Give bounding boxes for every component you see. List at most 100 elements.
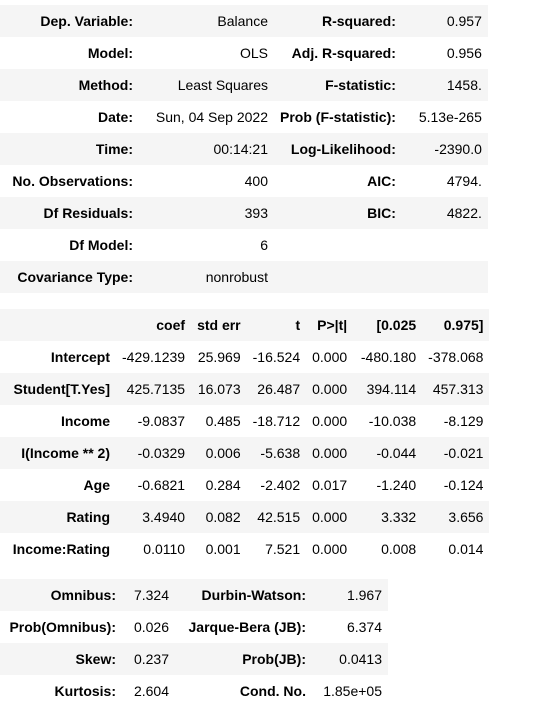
value-model: OLS <box>239 45 268 61</box>
cell-ci-upper: 0.014 <box>448 541 484 557</box>
row-label: Rating <box>66 509 110 525</box>
value-df-model: 6 <box>260 237 268 253</box>
label-method: Method: <box>78 77 133 93</box>
label-r-squared: R-squared: <box>321 13 396 29</box>
value-cond-no: 1.85e+05 <box>323 683 382 699</box>
coefficients-table: coef std err t P>|t| [0.025 0.975] Inter… <box>0 309 490 565</box>
cell-ci-lower: -480.180 <box>360 349 417 365</box>
table-header-row: coef std err t P>|t| [0.025 0.975] <box>0 309 490 341</box>
cell-std-err: 16.073 <box>197 381 241 397</box>
label-prob-f-statistic: Prob (F-statistic): <box>280 109 396 125</box>
cell-coef: -0.6821 <box>137 477 186 493</box>
value-durbin-watson: 1.967 <box>346 587 382 603</box>
header-t: t <box>295 317 301 333</box>
value-dep-variable: Balance <box>217 13 268 29</box>
label-kurtosis: Kurtosis: <box>54 683 116 699</box>
cell-p-value: 0.000 <box>312 413 348 429</box>
cell-std-err: 0.284 <box>205 477 241 493</box>
cell-t: 26.487 <box>257 381 301 397</box>
value-omnibus: 7.324 <box>133 587 169 603</box>
label-jarque-bera: Jarque-Bera (JB): <box>188 619 306 635</box>
table-row: Df Residuals: 393 BIC: 4822. <box>0 197 488 229</box>
cell-p-value: 0.000 <box>312 541 348 557</box>
value-adj-r-squared: 0.956 <box>446 45 482 61</box>
cell-ci-lower: 394.114 <box>366 381 417 397</box>
cell-ci-upper: 457.313 <box>432 381 484 397</box>
value-df-residuals: 393 <box>244 205 268 221</box>
label-model: Model: <box>87 45 133 61</box>
cell-t: -5.638 <box>260 445 301 461</box>
cell-ci-lower: 0.008 <box>381 541 417 557</box>
label-time: Time: <box>95 141 133 157</box>
label-f-statistic: F-statistic: <box>325 77 396 93</box>
cell-p-value: 0.000 <box>312 381 348 397</box>
label-cond-no: Cond. No. <box>239 683 306 699</box>
table-row: I(Income ** 2) -0.0329 0.006 -5.638 0.00… <box>0 437 490 469</box>
label-dep-variable: Dep. Variable: <box>40 13 133 29</box>
cell-ci-upper: -378.068 <box>428 349 484 365</box>
table-row: Method: Least Squares F-statistic: 1458. <box>0 69 488 101</box>
value-covariance-type: nonrobust <box>205 269 268 285</box>
table-row: Date: Sun, 04 Sep 2022 Prob (F-statistic… <box>0 101 488 133</box>
row-label: Age <box>83 477 110 493</box>
table-row: Income -9.0837 0.485 -18.712 0.000 -10.0… <box>0 405 490 437</box>
row-label: Intercept <box>50 349 110 365</box>
value-prob-jb: 0.0413 <box>339 651 382 667</box>
table-row: Omnibus: 7.324 Durbin-Watson: 1.967 <box>0 579 388 611</box>
cell-ci-upper: -0.124 <box>443 477 484 493</box>
row-label: Student[T.Yes] <box>13 381 110 397</box>
cell-p-value: 0.000 <box>312 509 348 525</box>
label-no-observations: No. Observations: <box>12 173 133 189</box>
table-row: Df Model: 6 <box>0 229 488 261</box>
value-r-squared: 0.957 <box>446 13 482 29</box>
cell-ci-upper: -8.129 <box>443 413 484 429</box>
table-row: Prob(Omnibus): 0.026 Jarque-Bera (JB): 6… <box>0 611 388 643</box>
cell-t: -16.524 <box>252 349 301 365</box>
cell-coef: -9.0837 <box>137 413 186 429</box>
table-row: Model: OLS Adj. R-squared: 0.956 <box>0 37 488 69</box>
header-cell <box>0 309 116 341</box>
value-prob-omnibus: 0.026 <box>133 619 169 635</box>
value-prob-f-statistic: 5.13e-265 <box>418 109 482 125</box>
label-df-model: Df Model: <box>69 237 133 253</box>
value-skew: 0.237 <box>133 651 169 667</box>
cell-p-value: 0.017 <box>312 477 348 493</box>
value-method: Least Squares <box>177 77 268 93</box>
header-coef: coef <box>156 317 186 333</box>
table-row: Student[T.Yes] 425.7135 16.073 26.487 0.… <box>0 373 490 405</box>
cell-coef: 0.0110 <box>143 541 186 557</box>
cell-coef: 3.4940 <box>142 509 186 525</box>
table-row: Kurtosis: 2.604 Cond. No. 1.85e+05 <box>0 675 388 707</box>
header-ci-lower: [0.025 <box>376 317 417 333</box>
cell-ci-lower: -0.044 <box>376 445 417 461</box>
value-date: Sun, 04 Sep 2022 <box>155 109 268 125</box>
table-row: Rating 3.4940 0.082 42.515 0.000 3.332 3… <box>0 501 490 533</box>
cell-std-err: 0.082 <box>205 509 241 525</box>
cell-t: 42.515 <box>257 509 301 525</box>
empty-cell <box>274 261 402 293</box>
cell-ci-upper: -0.021 <box>443 445 484 461</box>
cell-std-err: 25.969 <box>197 349 241 365</box>
value-bic: 4822. <box>446 205 482 221</box>
row-label: I(Income ** 2) <box>21 445 110 461</box>
cell-ci-upper: 3.656 <box>448 509 484 525</box>
cell-coef: 425.7135 <box>126 381 186 397</box>
cell-t: -2.402 <box>260 477 301 493</box>
table-row: Covariance Type: nonrobust <box>0 261 488 293</box>
value-time: 00:14:21 <box>213 141 269 157</box>
value-jarque-bera: 6.374 <box>346 619 382 635</box>
label-date: Date: <box>97 109 133 125</box>
label-covariance-type: Covariance Type: <box>17 269 133 285</box>
table-row: Time: 00:14:21 Log-Likelihood: -2390.0 <box>0 133 488 165</box>
cell-ci-lower: -10.038 <box>368 413 417 429</box>
cell-p-value: 0.000 <box>312 445 348 461</box>
row-label: Income <box>60 413 110 429</box>
regression-summary-table: Dep. Variable: Balance R-squared: 0.957 … <box>0 5 488 293</box>
cell-t: -18.712 <box>252 413 301 429</box>
label-log-likelihood: Log-Likelihood: <box>290 141 396 157</box>
header-ci-upper: 0.975] <box>443 317 484 333</box>
cell-coef: -0.0329 <box>137 445 186 461</box>
value-aic: 4794. <box>446 173 482 189</box>
cell-ci-lower: -1.240 <box>376 477 417 493</box>
cell-std-err: 0.006 <box>205 445 241 461</box>
